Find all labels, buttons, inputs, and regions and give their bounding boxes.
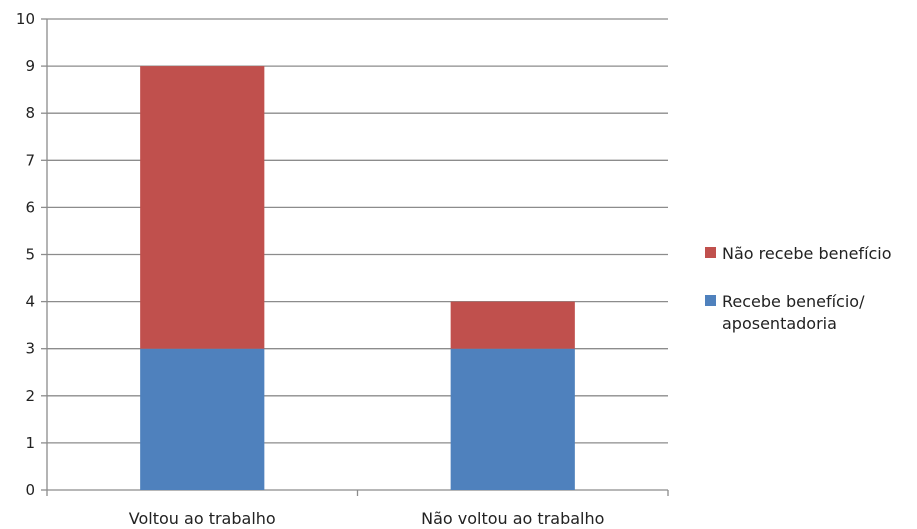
y-tick-label: 2 — [25, 387, 35, 405]
legend-swatch-nao-recebe — [705, 247, 716, 258]
y-tick-label: 5 — [25, 246, 35, 264]
y-tick-label: 10 — [16, 10, 35, 28]
y-tick-label: 3 — [25, 340, 35, 358]
chart-legend: Não recebe benefício Recebe benefício/ a… — [705, 243, 917, 361]
legend-swatch-recebe — [705, 295, 716, 306]
y-tick-label: 4 — [25, 293, 35, 311]
bar-segment-recebe-1 — [450, 348, 575, 490]
legend-item-recebe: Recebe benefício/ aposentadoria — [705, 291, 917, 335]
x-category-label: Voltou ao trabalho — [129, 509, 276, 528]
x-category-label: Não voltou ao trabalho — [421, 509, 604, 528]
y-tick-label: 6 — [25, 198, 35, 216]
y-tick-label: 0 — [25, 481, 35, 499]
bar-segment-nao-recebe-0 — [140, 66, 265, 349]
y-tick-label: 1 — [25, 434, 35, 452]
legend-item-nao-recebe: Não recebe benefício — [705, 243, 917, 265]
y-tick-label: 9 — [25, 57, 35, 75]
legend-label-recebe: Recebe benefício/ aposentadoria — [722, 292, 865, 333]
y-tick-label: 7 — [25, 151, 35, 169]
legend-label-nao-recebe: Não recebe benefício — [722, 244, 892, 263]
y-tick-label: 8 — [25, 104, 35, 122]
bar-segment-recebe-0 — [140, 348, 265, 490]
bar-segment-nao-recebe-1 — [450, 301, 575, 349]
